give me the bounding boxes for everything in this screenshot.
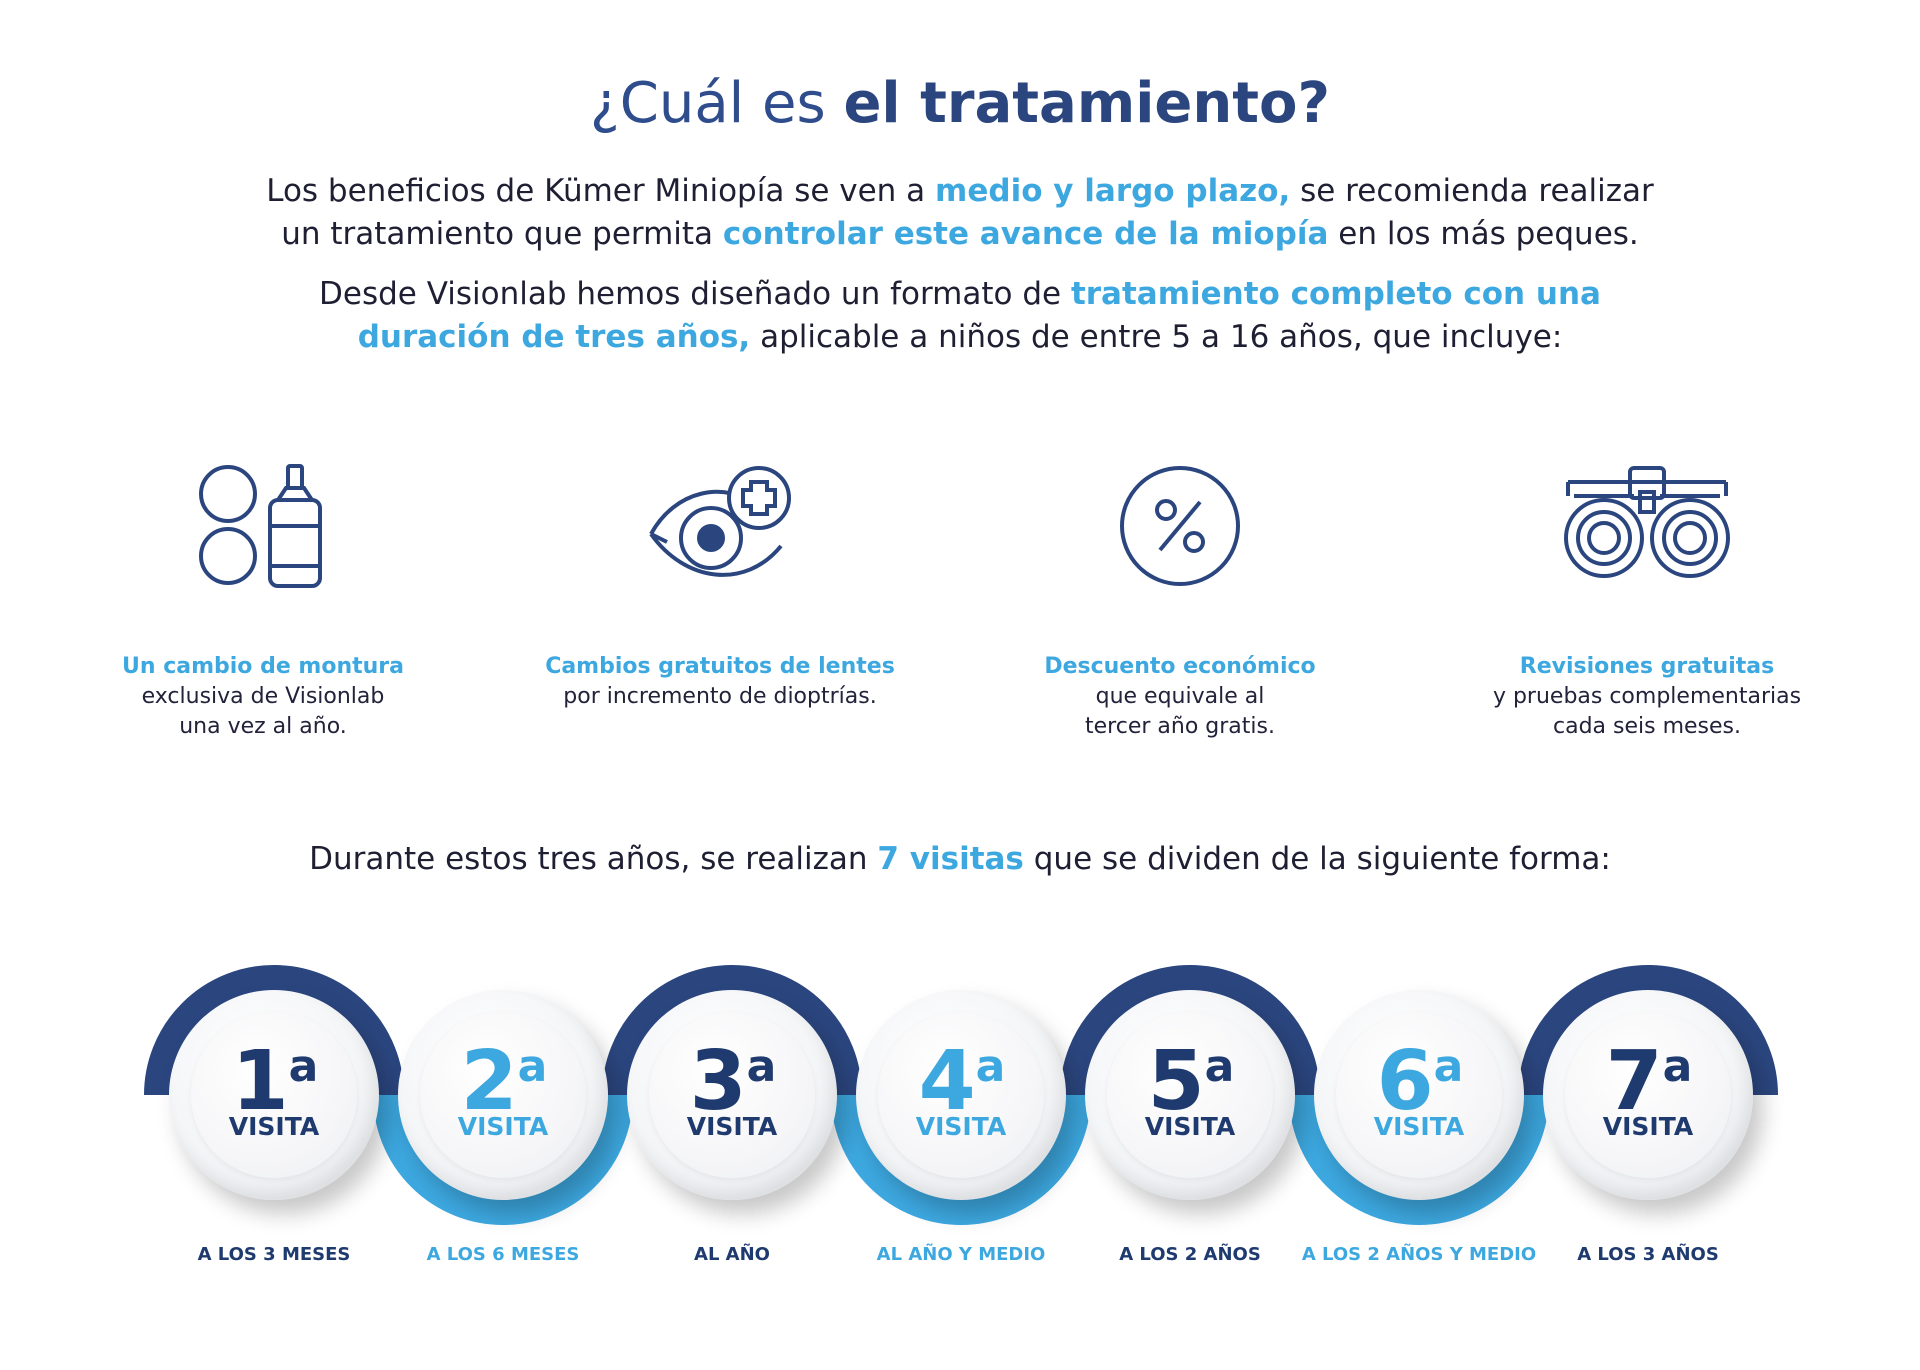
intro-paragraph-1: Los beneficios de Kümer Miniopía se ven … — [0, 170, 1920, 256]
visit-6-label: VISITA — [1373, 1112, 1465, 1141]
visits-count-highlight: 7 visitas — [877, 841, 1024, 877]
visit-7-inner — [1565, 1012, 1731, 1178]
visit-2-ordinal: a — [517, 1041, 548, 1092]
visit-4-inner — [878, 1012, 1044, 1178]
visit-3-label: VISITA — [686, 1112, 778, 1141]
visits-intro: Durante estos tres años, se realizan 7 v… — [0, 838, 1920, 881]
visit-7-number: 7a — [1543, 1022, 1753, 1127]
intro-1-text-d: en los más peques. — [1328, 216, 1639, 252]
visit-4-label: VISITA — [915, 1112, 1007, 1141]
arc-visit-6 — [1289, 1094, 1549, 1225]
visit-6-ordinal: a — [1433, 1041, 1464, 1092]
intro-2-highlight-a: tratamiento completo con una — [1070, 276, 1601, 312]
visit-2-number: 2a — [398, 1022, 608, 1127]
arc-visit-5 — [1060, 965, 1320, 1096]
arc-visit-3 — [602, 965, 862, 1096]
visit-6-number: 6a — [1314, 1022, 1524, 1127]
intro-1-text-a: Los beneficios de Kümer Miniopía se ven … — [266, 173, 936, 209]
intro-2-text-b: aplicable a niños de entre 5 a 16 años, … — [750, 319, 1563, 355]
feature-1-title: Un cambio de montura — [122, 654, 404, 679]
visit-3-timing: AL AÑO — [694, 1244, 770, 1265]
intro-2-line-1: Desde Visionlab hemos diseñado un format… — [0, 273, 1920, 316]
visit-7-circle: 7a VISITA — [1543, 990, 1753, 1200]
visit-4-circle: 4a VISITA — [856, 990, 1066, 1200]
title-part-2: el tratamiento? — [843, 71, 1330, 136]
feature-3-title: Descuento económico — [1044, 654, 1316, 679]
visits-intro-text-a: Durante estos tres años, se realizan — [309, 841, 878, 877]
visit-1-circle: 1a VISITA — [169, 990, 379, 1200]
intro-1-text-c: un tratamiento que permita — [281, 216, 723, 252]
visit-1-ordinal: a — [288, 1041, 319, 1092]
intro-1-highlight-b: controlar este avance de la miopía — [722, 216, 1329, 252]
arc-visit-2 — [373, 1094, 633, 1225]
intro-1-line-1: Los beneficios de Kümer Miniopía se ven … — [0, 170, 1920, 213]
visit-2-inner — [420, 1012, 586, 1178]
feature-frame-change: Un cambio de montura exclusiva de Vision… — [53, 462, 473, 742]
intro-2-line-2: duración de tres años, aplicable a niños… — [0, 316, 1920, 359]
visit-5-ordinal: a — [1204, 1041, 1235, 1092]
visit-5-number: 5a — [1085, 1022, 1295, 1127]
arc-visit-1 — [144, 965, 404, 1096]
feature-4-line-1: y pruebas complementarias — [1492, 684, 1802, 709]
visit-6-timing: A LOS 2 AÑOS Y MEDIO — [1301, 1244, 1537, 1265]
visit-5-timing: A LOS 2 AÑOS — [1119, 1244, 1261, 1265]
visit-1-num: 1 — [231, 1034, 289, 1129]
visit-2-label: VISITA — [457, 1112, 549, 1141]
visit-3-number: 3a — [627, 1022, 837, 1127]
arc-visit-7 — [1518, 965, 1778, 1096]
page-title: ¿Cuál es el tratamiento? — [0, 70, 1920, 137]
feature-free-lenses: Cambios gratuitos de lentes por incremen… — [510, 462, 930, 712]
feature-4-title: Revisiones gratuitas — [1519, 654, 1775, 679]
visit-6-circle: 6a VISITA — [1314, 990, 1524, 1200]
visit-1-number: 1a — [169, 1022, 379, 1127]
visit-6-num: 6 — [1376, 1034, 1434, 1129]
visit-3-ordinal: a — [746, 1041, 777, 1092]
visit-5-inner — [1107, 1012, 1273, 1178]
visit-2-timing: A LOS 6 MESES — [426, 1244, 580, 1265]
visits-intro-text-b: que se dividen de la siguiente forma: — [1023, 841, 1611, 877]
visit-7-num: 7 — [1605, 1034, 1663, 1129]
intro-1-highlight-a: medio y largo plazo, — [935, 173, 1291, 209]
visit-5-label: VISITA — [1144, 1112, 1236, 1141]
visit-1-inner — [191, 1012, 357, 1178]
visit-2-num: 2 — [460, 1034, 518, 1129]
visit-3-num: 3 — [689, 1034, 747, 1129]
intro-2-highlight-b: duración de tres años, — [357, 319, 751, 355]
feature-2-line-1: por incremento de dioptrías. — [563, 684, 877, 709]
eye-plus-icon — [649, 466, 791, 577]
visit-1-label: VISITA — [228, 1112, 320, 1141]
visit-4-number: 4a — [856, 1022, 1066, 1127]
percent-icon — [1120, 466, 1240, 586]
visit-4-num: 4 — [918, 1034, 976, 1129]
intro-1-line-2: un tratamiento que permita controlar est… — [0, 213, 1920, 256]
visit-7-label: VISITA — [1602, 1112, 1694, 1141]
visit-5-num: 5 — [1147, 1034, 1205, 1129]
visit-4-ordinal: a — [975, 1041, 1006, 1092]
feature-3-line-2: tercer año gratis. — [1085, 714, 1275, 739]
visit-3-inner — [649, 1012, 815, 1178]
title-part-1: ¿Cuál es — [590, 71, 844, 136]
arc-visit-4 — [831, 1094, 1091, 1225]
visit-7-timing: A LOS 3 AÑOS — [1577, 1244, 1719, 1265]
intro-2-text-a: Desde Visionlab hemos diseñado un format… — [319, 276, 1071, 312]
visit-3-circle: 3a VISITA — [627, 990, 837, 1200]
visit-7-ordinal: a — [1662, 1041, 1693, 1092]
visit-6-inner — [1336, 1012, 1502, 1178]
visit-1-timing: A LOS 3 MESES — [197, 1244, 351, 1265]
feature-2-title: Cambios gratuitos de lentes — [545, 654, 895, 679]
feature-3-line-1: que equivale al — [1095, 684, 1265, 709]
visit-2-circle: 2a VISITA — [398, 990, 608, 1200]
feature-1-line-1: exclusiva de Visionlab — [141, 684, 385, 709]
feature-4-line-2: cada seis meses. — [1553, 714, 1741, 739]
intro-paragraph-2: Desde Visionlab hemos diseñado un format… — [0, 273, 1920, 359]
feature-free-checkups: Revisiones gratuitas y pruebas complemen… — [1437, 462, 1857, 742]
feature-1-line-2: una vez al año. — [179, 714, 347, 739]
intro-1-text-b: se recomienda realizar — [1290, 173, 1654, 209]
trial-frame-icon — [1564, 466, 1730, 578]
visit-4-timing: AL AÑO Y MEDIO — [876, 1244, 1046, 1265]
visit-5-circle: 5a VISITA — [1085, 990, 1295, 1200]
feature-discount: Descuento económico que equivale al terc… — [970, 462, 1390, 742]
contact-lens-drops-icon — [199, 464, 322, 588]
